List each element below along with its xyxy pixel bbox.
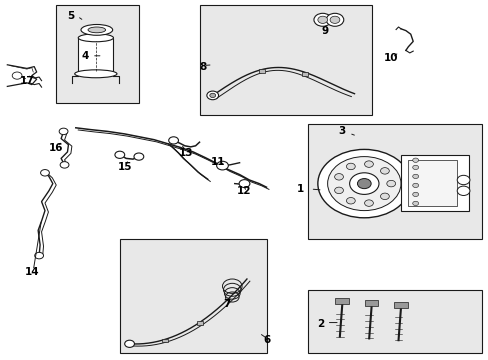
Text: 13: 13 bbox=[178, 148, 193, 158]
Circle shape bbox=[313, 13, 331, 26]
Circle shape bbox=[317, 16, 327, 23]
Text: 15: 15 bbox=[117, 162, 132, 172]
Circle shape bbox=[206, 91, 218, 100]
Circle shape bbox=[59, 128, 68, 135]
Circle shape bbox=[41, 170, 49, 176]
Ellipse shape bbox=[78, 34, 113, 42]
Bar bbox=[407, 160, 456, 206]
Bar bbox=[200, 5, 371, 115]
Bar bbox=[259, 69, 264, 73]
Circle shape bbox=[357, 179, 370, 189]
Text: 12: 12 bbox=[237, 186, 251, 196]
Circle shape bbox=[412, 174, 418, 179]
Text: 5: 5 bbox=[67, 11, 74, 21]
Circle shape bbox=[380, 168, 388, 174]
Text: 16: 16 bbox=[49, 143, 63, 153]
Bar bbox=[78, 38, 113, 74]
Circle shape bbox=[329, 16, 339, 23]
Circle shape bbox=[412, 183, 418, 188]
Bar bbox=[301, 72, 307, 76]
Circle shape bbox=[317, 149, 410, 218]
Circle shape bbox=[386, 180, 395, 187]
Text: 10: 10 bbox=[383, 53, 398, 63]
Bar bbox=[120, 239, 266, 353]
Circle shape bbox=[35, 252, 43, 259]
Circle shape bbox=[364, 200, 373, 206]
Text: 1: 1 bbox=[297, 184, 304, 194]
Bar bbox=[162, 339, 167, 342]
Bar bbox=[335, 298, 348, 304]
Text: 6: 6 bbox=[263, 335, 269, 345]
Circle shape bbox=[334, 174, 343, 180]
Circle shape bbox=[412, 192, 418, 197]
Circle shape bbox=[334, 187, 343, 194]
Circle shape bbox=[327, 157, 400, 211]
Circle shape bbox=[349, 173, 378, 194]
Circle shape bbox=[209, 93, 215, 98]
Bar bbox=[364, 300, 378, 306]
Text: 8: 8 bbox=[199, 62, 206, 72]
Circle shape bbox=[115, 151, 124, 158]
Text: 2: 2 bbox=[316, 319, 323, 329]
Text: 7: 7 bbox=[223, 299, 231, 309]
Circle shape bbox=[12, 72, 22, 79]
Bar bbox=[307, 124, 481, 239]
Circle shape bbox=[124, 340, 134, 347]
Circle shape bbox=[216, 161, 228, 170]
Ellipse shape bbox=[75, 70, 117, 78]
Circle shape bbox=[346, 163, 354, 170]
Circle shape bbox=[168, 137, 178, 144]
Ellipse shape bbox=[81, 24, 112, 35]
Text: 9: 9 bbox=[321, 26, 328, 36]
Circle shape bbox=[380, 193, 388, 199]
Text: 14: 14 bbox=[24, 267, 39, 277]
Circle shape bbox=[412, 201, 418, 206]
Circle shape bbox=[412, 158, 418, 162]
Circle shape bbox=[60, 162, 69, 168]
Bar bbox=[56, 5, 139, 103]
Circle shape bbox=[456, 175, 469, 185]
Text: 17: 17 bbox=[20, 76, 34, 86]
Circle shape bbox=[325, 13, 343, 26]
Circle shape bbox=[346, 198, 354, 204]
Circle shape bbox=[412, 165, 418, 170]
Text: 4: 4 bbox=[81, 51, 89, 61]
Bar bbox=[393, 302, 407, 308]
Bar bbox=[400, 155, 468, 211]
Text: 11: 11 bbox=[210, 157, 224, 167]
Ellipse shape bbox=[88, 27, 105, 33]
Bar bbox=[307, 290, 481, 353]
Circle shape bbox=[134, 153, 143, 160]
Circle shape bbox=[364, 161, 373, 167]
Circle shape bbox=[456, 186, 469, 195]
Circle shape bbox=[239, 180, 249, 188]
Bar bbox=[197, 321, 203, 325]
Text: 3: 3 bbox=[338, 126, 345, 136]
